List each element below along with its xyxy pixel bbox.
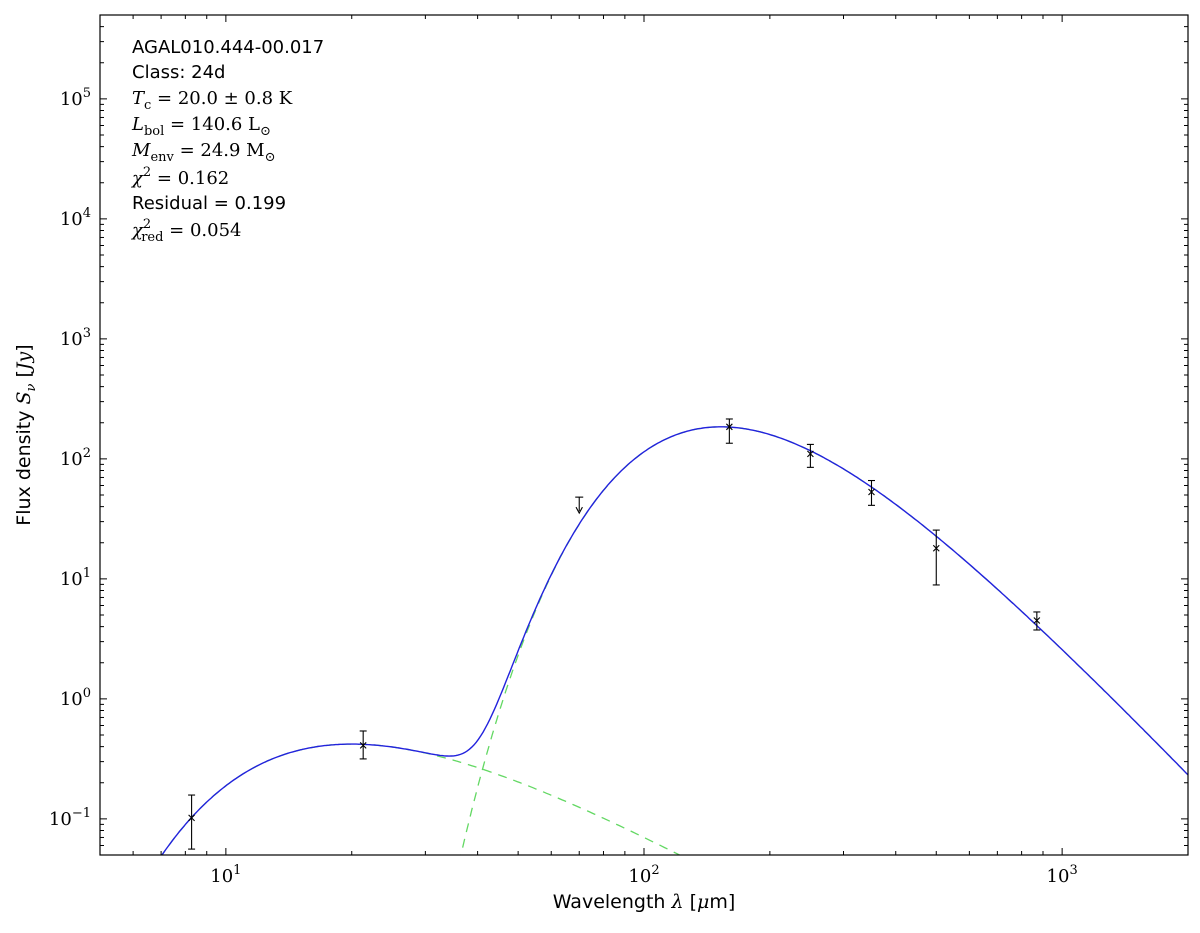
x-tick-label: 102 bbox=[628, 863, 659, 887]
y-tick-label: 104 bbox=[60, 206, 91, 230]
annotation-line-1: AGAL010.444-00.017 bbox=[132, 37, 324, 58]
y-tick-label: 102 bbox=[60, 446, 91, 470]
annotation-line-6: χ2 = 0.162 bbox=[130, 165, 229, 189]
x-axis-label: Wavelength λ [μm] bbox=[553, 891, 736, 913]
y-tick-label: 100 bbox=[60, 686, 91, 710]
axis-labels: Wavelength λ [μm] Flux density Sν [Jy] bbox=[13, 344, 735, 913]
upper-limit-arrowhead bbox=[575, 506, 583, 515]
annotation-line-5: Menv = 24.9 M⊙ bbox=[131, 140, 276, 165]
x-marker bbox=[932, 544, 940, 552]
x-tick-label: 103 bbox=[1047, 863, 1078, 887]
tick-labels: 101 102 103 10−1 100 101 102 103 104 105 bbox=[49, 86, 1078, 887]
data-points bbox=[188, 418, 1041, 850]
model-curves bbox=[161, 426, 1188, 855]
x-marker bbox=[725, 423, 733, 431]
data-point bbox=[932, 529, 940, 586]
data-point bbox=[1033, 611, 1041, 631]
y-tick-label: 101 bbox=[60, 566, 91, 590]
y-axis-label: Flux density Sν [Jy] bbox=[13, 344, 39, 525]
x-marker bbox=[868, 488, 875, 496]
data-point bbox=[575, 496, 584, 515]
y-tick-label: 10−1 bbox=[49, 806, 91, 830]
total-model-curve bbox=[161, 426, 1188, 855]
x-marker bbox=[359, 741, 367, 749]
x-tick-label: 101 bbox=[210, 863, 241, 887]
data-point bbox=[359, 730, 367, 760]
data-point bbox=[806, 443, 814, 468]
y-tick-label: 105 bbox=[60, 86, 91, 110]
annotation-line-4: Lbol = 140.6 L⊙ bbox=[131, 114, 271, 139]
data-point bbox=[867, 479, 875, 506]
y-tick-label: 103 bbox=[60, 326, 91, 350]
annotation-line-2: Class: 24d bbox=[132, 62, 225, 83]
x-marker bbox=[807, 450, 814, 458]
annotation-line-3: Tc = 20.0 ± 0.8 K bbox=[132, 88, 293, 113]
annotation-line-7: Residual = 0.199 bbox=[132, 193, 286, 214]
data-point bbox=[188, 794, 196, 850]
x-marker bbox=[1033, 617, 1041, 624]
annotation-line-8: χ2 red = 0.054 bbox=[130, 217, 242, 245]
axis-ticks bbox=[100, 15, 1188, 855]
data-point bbox=[725, 418, 733, 444]
plot-frame bbox=[99, 14, 1189, 856]
x-marker bbox=[188, 814, 195, 822]
annotation-block: AGAL010.444-00.017 Class: 24d Tc = 20.0 ± … bbox=[130, 37, 324, 245]
